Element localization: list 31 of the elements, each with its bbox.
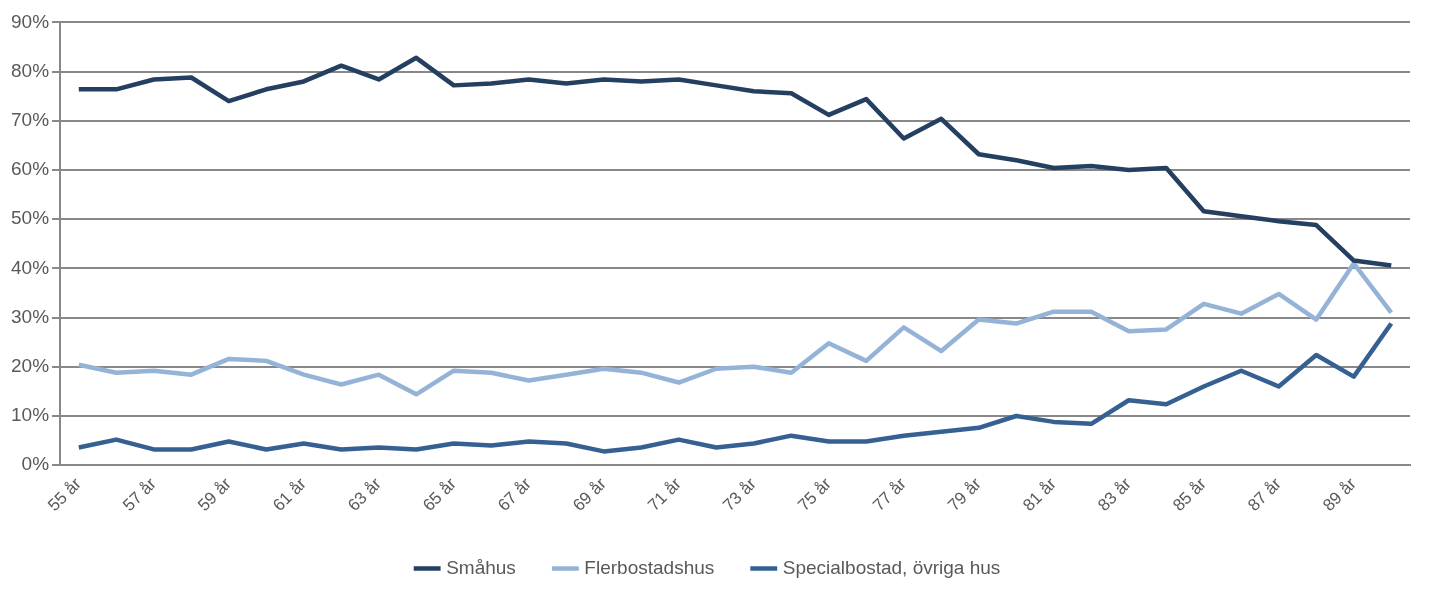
legend-label: Specialbostad, övriga hus	[782, 556, 1001, 578]
legend-label: Småhus	[446, 556, 516, 578]
x-tick-label: 79 år	[944, 473, 986, 515]
x-tick-label: 77 år	[869, 473, 911, 515]
x-tick-label: 59 år	[194, 473, 236, 515]
x-tick-label: 63 år	[344, 473, 386, 515]
x-tick-label: 81 år	[1019, 473, 1061, 515]
y-tick-label: 60%	[11, 158, 50, 180]
y-tick-label: 80%	[11, 59, 50, 81]
x-tick-label: 85 år	[1169, 473, 1211, 515]
x-tick-label: 71 år	[644, 473, 686, 515]
x-tick-label: 65 år	[419, 473, 461, 515]
x-tick-label: 75 år	[794, 473, 836, 515]
x-tick-label: 83 år	[1094, 473, 1136, 515]
x-tick-label: 87 år	[1244, 473, 1286, 515]
x-tick-label: 67 år	[494, 473, 536, 515]
x-tick-label: 57 år	[119, 473, 161, 515]
y-tick-label: 30%	[11, 305, 50, 327]
y-tick-label: 90%	[11, 10, 50, 32]
y-tick-label: 20%	[11, 355, 50, 377]
x-tick-label: 69 år	[569, 473, 611, 515]
x-tick-label: 55 år	[44, 473, 86, 515]
y-tick-label: 50%	[11, 207, 50, 229]
y-tick-label: 40%	[11, 256, 50, 278]
y-tick-label: 70%	[11, 109, 50, 131]
x-tick-label: 61 år	[269, 473, 311, 515]
y-tick-label: 10%	[11, 404, 50, 426]
x-tick-label: 73 år	[719, 473, 761, 515]
legend-label: Flerbostadshus	[584, 556, 715, 578]
y-tick-label: 0%	[21, 453, 50, 475]
x-tick-label: 89 år	[1319, 473, 1361, 515]
